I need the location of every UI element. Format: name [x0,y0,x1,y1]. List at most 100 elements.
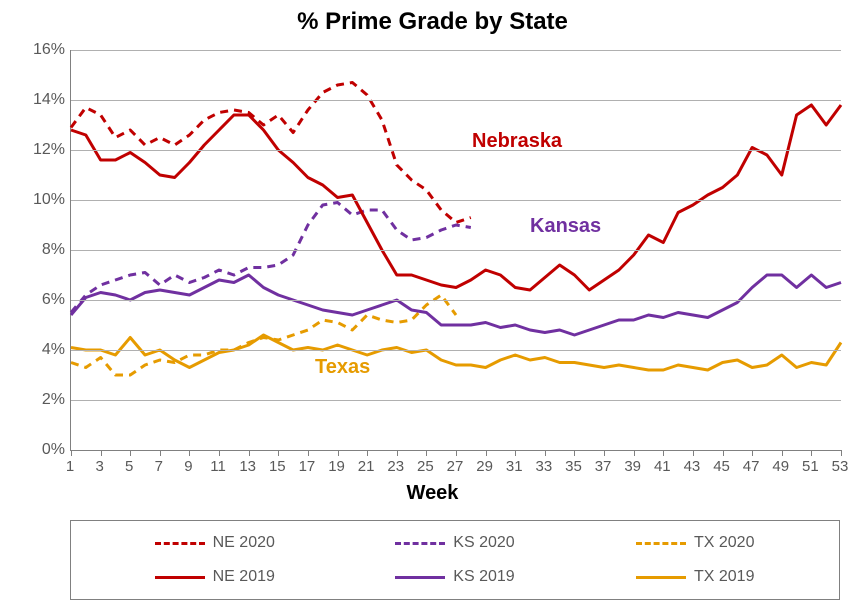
series-line [71,105,841,290]
x-tick [308,450,309,456]
y-axis-label: 2% [42,391,65,409]
x-axis-label: 23 [387,458,404,475]
series-line [71,335,841,370]
y-axis-label: 16% [33,41,65,59]
x-axis-label: 41 [654,458,671,475]
x-tick [841,450,842,456]
y-axis-label: 4% [42,341,65,359]
x-tick [219,450,220,456]
grid-line [71,400,841,401]
x-tick [189,450,190,456]
x-tick [338,450,339,456]
y-axis-label: 10% [33,191,65,209]
legend-line [155,576,205,579]
x-axis-label: 33 [536,458,553,475]
x-tick [811,450,812,456]
x-tick [723,450,724,456]
x-tick [160,450,161,456]
chart-title: % Prime Grade by State [0,8,865,36]
x-axis-label: 21 [358,458,375,475]
x-tick [397,450,398,456]
x-axis-label: 1 [66,458,74,475]
x-tick [634,450,635,456]
x-axis-label: 29 [476,458,493,475]
grid-line [71,50,841,51]
x-axis-label: 3 [95,458,103,475]
legend-item: NE 2019 [95,568,335,586]
x-axis-label: 9 [184,458,192,475]
x-tick [249,450,250,456]
x-axis-label: 17 [299,458,316,475]
x-axis-label: 15 [269,458,286,475]
x-axis-label: 45 [713,458,730,475]
x-axis-label: 43 [684,458,701,475]
x-tick [752,450,753,456]
annotation: Nebraska [472,130,562,153]
y-axis-label: 14% [33,91,65,109]
x-tick [574,450,575,456]
legend-item: TX 2020 [575,534,815,552]
grid-line [71,250,841,251]
legend-item: KS 2019 [335,568,575,586]
legend: NE 2020 KS 2020 TX 2020 NE 2019 KS 2019 TX 20… [70,520,840,600]
legend-label: TX 2020 [694,534,754,552]
legend-label: NE 2019 [213,568,275,586]
x-tick [782,450,783,456]
legend-line [636,542,686,545]
grid-line [71,100,841,101]
x-axis-label: 5 [125,458,133,475]
legend-line [395,576,445,579]
x-tick [693,450,694,456]
legend-line [636,576,686,579]
legend-item: NE 2020 [95,534,335,552]
x-axis-title: Week [0,482,865,505]
x-axis-label: 47 [743,458,760,475]
x-tick [278,450,279,456]
y-axis-label: 6% [42,291,65,309]
x-tick [101,450,102,456]
chart-container: % Prime Grade by State Week NE 2020 KS 20… [0,0,865,605]
legend-line [395,542,445,545]
x-tick [71,450,72,456]
x-tick [604,450,605,456]
grid-line [71,300,841,301]
plot-area [70,50,841,451]
x-tick [456,450,457,456]
x-tick [130,450,131,456]
annotation: Texas [315,356,370,379]
annotation: Kansas [530,215,601,238]
x-axis-label: 27 [447,458,464,475]
x-tick [426,450,427,456]
series-line [71,275,841,335]
legend-label: KS 2020 [453,534,514,552]
y-axis-label: 8% [42,241,65,259]
x-axis-label: 51 [802,458,819,475]
x-axis-label: 37 [595,458,612,475]
grid-line [71,150,841,151]
x-axis-label: 11 [210,458,226,475]
legend-label: TX 2019 [694,568,754,586]
legend-item: KS 2020 [335,534,575,552]
x-axis-label: 19 [328,458,345,475]
x-axis-label: 25 [417,458,434,475]
legend-label: KS 2019 [453,568,514,586]
x-axis-label: 7 [155,458,163,475]
x-tick [367,450,368,456]
x-tick [486,450,487,456]
y-axis-label: 0% [42,441,65,459]
x-axis-label: 13 [239,458,256,475]
legend-label: NE 2020 [213,534,275,552]
x-axis-label: 35 [565,458,582,475]
x-axis-label: 39 [624,458,641,475]
x-tick [515,450,516,456]
y-axis-label: 12% [33,141,65,159]
x-axis-label: 53 [832,458,849,475]
x-axis-label: 49 [772,458,789,475]
x-tick [545,450,546,456]
grid-line [71,200,841,201]
legend-item: TX 2019 [575,568,815,586]
x-tick [663,450,664,456]
legend-line [155,542,205,545]
x-axis-label: 31 [506,458,523,475]
series-line [71,203,471,313]
